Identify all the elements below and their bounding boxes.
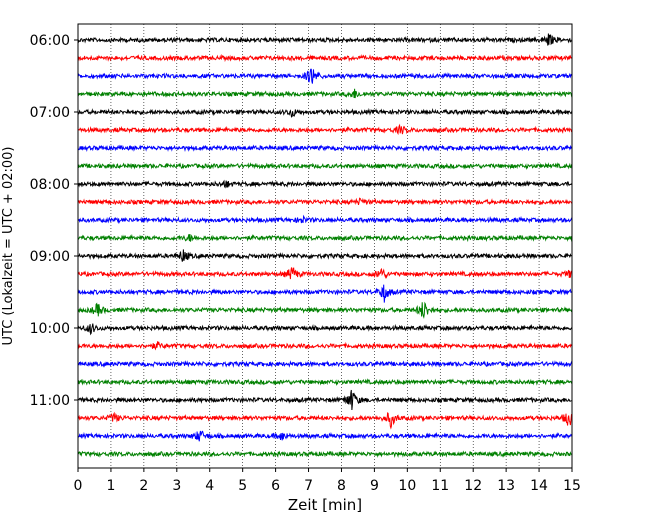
trace-0845 [77, 233, 573, 243]
trace-0945 [77, 301, 573, 319]
vertical-grid [110, 24, 540, 468]
trace-1030 [77, 360, 573, 369]
trace-0730 [77, 144, 573, 153]
y-tick-label: 09:00 [30, 249, 70, 265]
x-tick-label: 7 [304, 478, 313, 494]
trace-0800 [77, 179, 573, 189]
x-axis-label: Zeit [min] [288, 496, 362, 514]
trace-0745 [77, 162, 573, 170]
x-tick-label: 4 [205, 478, 214, 494]
trace-1000 [77, 323, 573, 336]
trace-0600 [77, 33, 573, 46]
y-tick-label: 07:00 [30, 105, 70, 121]
trace-1115 [77, 411, 573, 430]
x-tick-label: 15 [563, 478, 581, 494]
trace-1015 [77, 341, 573, 351]
x-tick-label: 9 [370, 478, 379, 494]
trace-1145 [77, 450, 573, 459]
trace-0645 [77, 88, 573, 99]
trace-0915 [77, 267, 573, 280]
x-tick-label: 11 [431, 478, 449, 494]
x-tick-label: 0 [74, 478, 83, 494]
x-tick-label: 10 [398, 478, 416, 494]
trace-1100 [77, 389, 573, 411]
trace-0900 [77, 249, 573, 262]
trace-0630 [77, 68, 573, 84]
y-tick-label: 11:00 [30, 393, 70, 409]
x-tick-label: 3 [172, 478, 181, 494]
x-tick-label: 6 [271, 478, 280, 494]
plot-frame [77, 23, 573, 469]
x-tick-label: 5 [238, 478, 247, 494]
x-tick-label: 2 [139, 478, 148, 494]
trace-1045 [77, 378, 573, 386]
x-tick-label: 8 [337, 478, 346, 494]
trace-0815 [77, 197, 573, 206]
trace-0830 [77, 214, 573, 224]
x-axis-ticks: 0 1 2 3 4 5 6 7 8 9 10 11 12 13 14 15 [74, 468, 581, 494]
trace-0715 [77, 123, 572, 136]
y-tick-label: 10:00 [30, 321, 70, 337]
y-tick-label: 08:00 [30, 177, 70, 193]
trace-0615 [77, 53, 573, 63]
x-tick-label: 13 [497, 478, 515, 494]
trace-0700 [77, 107, 573, 118]
y-tick-label: 06:00 [30, 33, 70, 49]
seismic-traces [77, 33, 573, 459]
trace-1130 [77, 430, 573, 442]
x-tick-label: 1 [106, 478, 115, 494]
x-tick-label: 14 [530, 478, 548, 494]
x-tick-label: 12 [464, 478, 482, 494]
y-axis-label: UTC (Lokalzeit = UTC + 02:00) [1, 147, 16, 346]
y-axis-ticks: 06:00 07:00 08:00 09:00 10:00 11:00 [30, 33, 78, 409]
trace-0930 [77, 284, 573, 303]
